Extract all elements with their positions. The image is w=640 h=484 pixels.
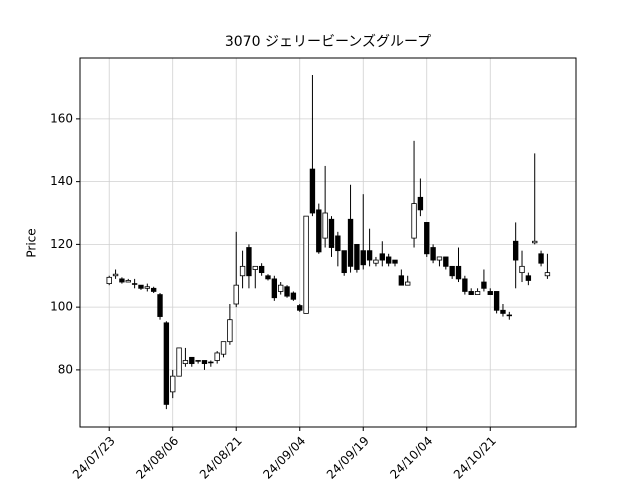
chart-title: 3070 ジェリービーンズグループ [225, 34, 431, 50]
candle-body [138, 284, 144, 289]
candle-body [214, 352, 220, 361]
candle-body [544, 272, 551, 277]
candle-body [373, 259, 379, 264]
candle-body [239, 265, 246, 277]
candle-body [341, 250, 347, 274]
candle-body [354, 243, 360, 270]
candle-body [233, 284, 239, 305]
candle-body [227, 319, 233, 343]
candle-body [417, 196, 424, 211]
candle-body [366, 250, 373, 261]
candle-body [252, 265, 258, 270]
candle-body [525, 275, 532, 281]
candle-body [392, 259, 398, 264]
candle-body [208, 361, 214, 364]
candle-body [106, 276, 112, 285]
candle-body [379, 253, 385, 261]
candle-body [398, 275, 405, 286]
candle-body [474, 291, 481, 295]
candle-body [189, 356, 195, 365]
candles [106, 74, 551, 410]
plot-frame [79, 57, 577, 428]
candle-body [144, 286, 151, 289]
candle-body [170, 375, 176, 393]
candle-body [405, 281, 411, 286]
candle-body [328, 218, 335, 248]
candle-body [150, 287, 157, 292]
candle-body [385, 256, 392, 264]
candle-body [500, 309, 506, 314]
candle-body [487, 291, 493, 295]
grid [80, 58, 576, 427]
candle-body [290, 292, 297, 300]
x-tick-label: 24/08/21 [197, 434, 245, 480]
candle-body [436, 256, 443, 261]
candle-body [322, 212, 328, 239]
candle-body [335, 235, 341, 252]
candle-body [112, 273, 119, 277]
x-tick-label: 24/09/19 [324, 434, 372, 480]
candle-body [176, 347, 182, 377]
candle-body [284, 286, 290, 297]
candle-body [309, 168, 316, 214]
candle-body [532, 240, 538, 244]
x-tick-label: 24/09/04 [260, 434, 308, 480]
candle-body [360, 250, 366, 266]
y-tick-label: 100 [50, 300, 73, 314]
candle-body [297, 305, 303, 311]
candle-body [481, 281, 487, 289]
candle-body [271, 278, 278, 299]
y-axis-label: Price [25, 228, 39, 257]
candle-body [265, 275, 271, 280]
candle-body [519, 265, 525, 274]
candle-body [493, 291, 500, 311]
x-tick-label: 24/08/06 [133, 434, 181, 480]
candle-body [195, 360, 201, 362]
candle-body [182, 360, 189, 365]
candle-body [277, 284, 284, 292]
candle-body [424, 222, 430, 255]
y-tick-label: 160 [50, 111, 73, 125]
x-tick-label: 24/07/23 [70, 434, 118, 480]
y-tick-label: 140 [50, 174, 73, 188]
candle-body [316, 209, 322, 253]
candle-body [246, 247, 252, 277]
x-tick-label: 24/10/04 [387, 434, 435, 480]
candle-body [125, 280, 131, 283]
candle-body [303, 215, 309, 314]
candle-body [258, 265, 265, 274]
candle-body [119, 278, 125, 283]
candle-body [449, 265, 455, 277]
candle-body [157, 294, 163, 317]
candle-body [347, 218, 354, 267]
y-tick-label: 80 [58, 362, 73, 376]
candle-body [443, 256, 449, 267]
candle-body [163, 322, 170, 405]
candle-body [131, 283, 138, 285]
candle-body [506, 314, 513, 317]
candle-body [411, 203, 417, 239]
candle-body [462, 278, 468, 292]
candle-body [220, 341, 227, 355]
x-tick-label: 24/10/21 [451, 434, 499, 480]
candle-body [455, 265, 462, 280]
candle-body [430, 247, 436, 261]
candle-body [201, 360, 208, 365]
candle-body [512, 240, 519, 261]
candle-body [538, 253, 544, 264]
candle-body [468, 291, 474, 295]
y-tick-label: 120 [50, 237, 73, 251]
